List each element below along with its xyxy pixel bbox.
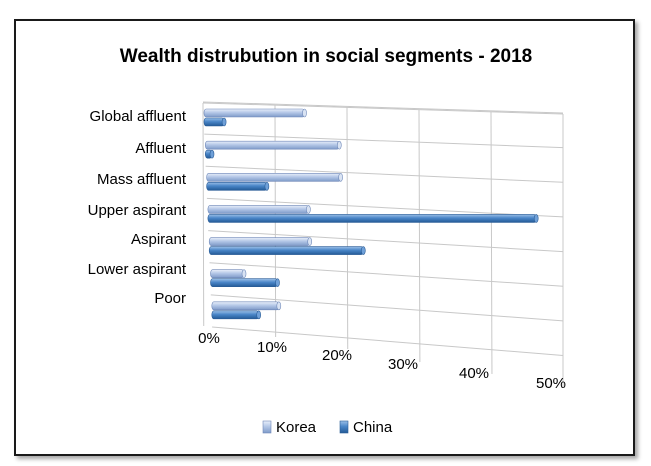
category-label: Lower aspirant [88,261,187,278]
gridline [210,294,564,322]
bars [203,108,539,320]
gridline [204,133,564,149]
bar-body [203,117,225,127]
bar-body [206,181,268,191]
bar-korea [211,301,282,311]
category-label: Mass affluent [97,171,187,188]
bar-body [211,310,260,320]
gridline [490,111,493,375]
bar-cap [336,140,342,150]
category-labels: Global affluent Affluent Mass affluent Uppe… [88,108,187,307]
bar-body [207,205,309,214]
legend-label: China [353,419,393,436]
gridline [208,230,564,253]
category-label: Poor [154,290,186,307]
x-tick-label: 30% [388,356,418,373]
gridline [346,107,349,350]
bar-cap [256,310,262,320]
bar-cap [307,237,313,246]
category-label: Upper aspirant [88,202,187,219]
bar-korea [203,108,307,118]
x-tick-labels: 0% 10% 20% 30% 40% 50% [198,330,566,392]
bar-cap [276,301,282,311]
bar-korea [210,269,247,279]
gridline [418,109,421,363]
bar-body [211,301,280,311]
bar-china [207,214,539,223]
bar-cap [306,205,311,214]
x-tick-label: 50% [536,375,566,392]
legend-swatch [339,420,349,434]
legend-item-china: China [339,419,393,436]
bar-cap [241,269,247,279]
gridline [205,165,564,183]
gridline [202,101,564,114]
bar-korea [208,237,313,246]
bar-cap [302,108,307,118]
x-tick-label: 40% [459,365,489,382]
bar-china [205,149,215,159]
x-tick-label: 0% [198,330,220,347]
bar-china [206,181,270,191]
gridlines [202,101,564,387]
bar-cap [533,214,539,223]
legend-swatch [262,420,272,434]
bar-cap [275,278,280,288]
bar-china [211,310,262,320]
legend: Korea China [262,419,393,436]
gridline [209,262,564,287]
gridline [206,197,564,218]
bar-cap [264,181,270,191]
x-tick-label: 20% [322,347,352,364]
bar-china [203,117,227,127]
x-tick-label: 10% [257,339,287,356]
bar-cap [360,246,366,255]
gridline [212,326,564,356]
bar-cap [209,149,215,159]
bar-china [210,278,280,288]
bar-body [208,246,364,255]
bar-body [207,214,537,223]
bar-china [208,246,366,255]
bar-body [210,278,278,288]
category-label: Aspirant [131,231,187,248]
category-label: Global affluent [90,108,187,125]
bar-body [205,140,340,150]
gridline [202,102,205,327]
legend-label: Korea [276,419,317,436]
bar-korea [206,172,343,182]
gridline [202,102,564,115]
bar-body [210,269,245,279]
bar-body [208,237,310,246]
bar-cap [338,172,343,182]
legend-item-korea: Korea [262,419,317,436]
bar-korea [205,140,342,150]
chart-title: Wealth distrubution in social segments -… [120,46,532,67]
category-label: Affluent [135,140,186,157]
bar-cap [221,117,227,127]
bar-body [203,108,305,118]
bar-body [206,172,341,182]
bar-korea [207,205,311,214]
